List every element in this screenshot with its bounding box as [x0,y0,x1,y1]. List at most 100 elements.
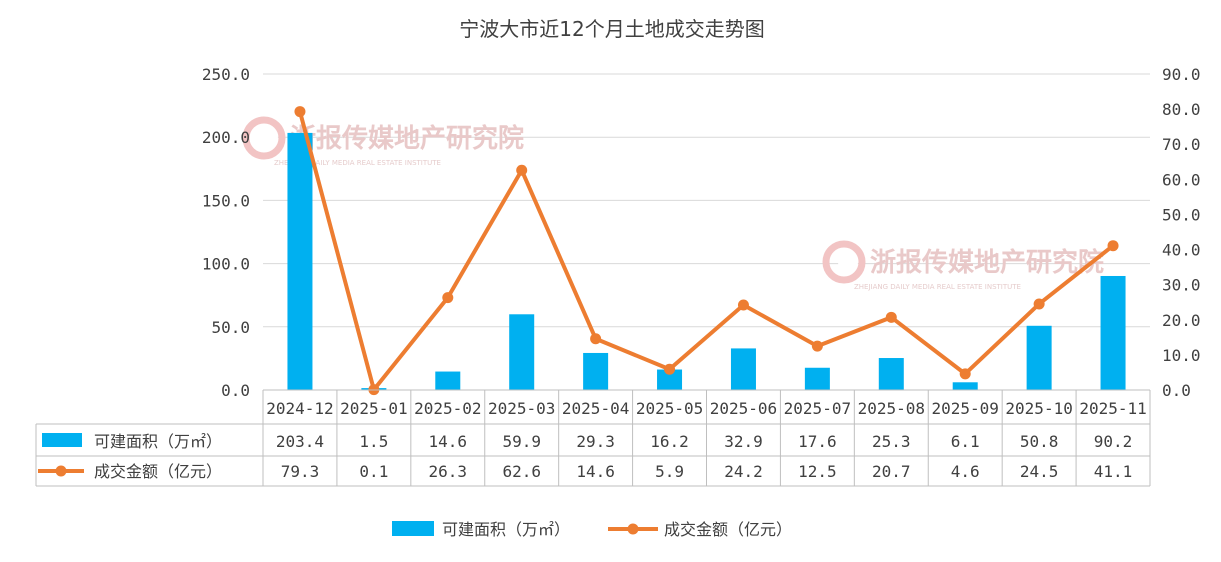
table-cell: 20.7 [872,462,911,481]
watermarks: 浙报传媒地产研究院 ZHEJIANG DAILY MEDIA REAL ESTAT… [242,116,1104,291]
bar [878,358,904,390]
table-row-label: 成交金额（亿元） [94,462,222,481]
line-marker [664,363,676,375]
table-cell: 26.3 [429,462,468,481]
bar [287,132,313,390]
category-label: 2025-07 [784,399,851,418]
watermark-ring-inner [838,252,858,272]
table-cell: 32.9 [724,432,763,451]
line-marker [1033,298,1045,310]
watermark-subtext: ZHEJIANG DAILY MEDIA REAL ESTATE INSTITU… [854,283,1021,291]
right-tick-label: 20.0 [1162,311,1201,330]
chart-title: 宁波大市近12个月土地成交走势图 [459,17,764,41]
category-label: 2024-12 [266,399,333,418]
bar [1026,325,1052,390]
right-tick-label: 10.0 [1162,346,1201,365]
watermark-text: 浙报传媒地产研究院 [290,123,524,154]
bar [730,348,756,390]
category-label: 2025-01 [340,399,407,418]
bar [435,371,461,390]
category-label: 2025-02 [414,399,481,418]
legend-key-marker [627,523,639,535]
line-marker [590,333,602,345]
line-marker [959,368,971,380]
right-tick-label: 40.0 [1162,241,1201,260]
left-tick-label: 150.0 [202,191,250,210]
table-cell: 5.9 [655,462,684,481]
left-tick-label: 200.0 [202,128,250,147]
table-cell: 90.2 [1094,432,1133,451]
table-cell: 79.3 [281,462,320,481]
table-cell: 1.5 [359,432,388,451]
left-tick-label: 50.0 [211,318,250,337]
table-cell: 0.1 [359,462,388,481]
legend-key-bar [392,521,434,536]
table-cell: 41.1 [1094,462,1133,481]
table-cell: 29.3 [576,432,615,451]
table-cell: 203.4 [276,432,324,451]
table-cell: 24.5 [1020,462,1059,481]
table-cell: 16.2 [650,432,689,451]
bar [952,382,978,390]
table-cell: 24.2 [724,462,763,481]
table-cell: 50.8 [1020,432,1059,451]
table-cell: 25.3 [872,432,911,451]
table-cell: 62.6 [502,462,541,481]
gridlines [263,73,1150,391]
right-tick-label: 50.0 [1162,205,1201,224]
data-table: 2024-12 2025-01 2025-02 2025-03 2025-04 2025-… [35,389,1151,487]
category-label: 2025-11 [1079,399,1146,418]
table-cell: 14.6 [429,432,468,451]
line-marker [811,340,823,352]
watermark-subtext: ZHEJIANG DAILY MEDIA REAL ESTATE INSTITU… [274,159,441,167]
table-row-label: 可建面积（万㎡） [94,432,222,451]
table-cell: 17.6 [798,432,837,451]
category-label: 2025-06 [710,399,777,418]
right-tick-label: 60.0 [1162,170,1201,189]
left-axis: 0.0 50.0 100.0 150.0 200.0 250.0 [202,65,250,400]
category-label: 2025-05 [636,399,703,418]
table-cell: 6.1 [951,432,980,451]
right-tick-label: 0.0 [1162,381,1191,400]
legend-label: 可建面积（万㎡） [442,520,570,539]
category-label: 2025-10 [1005,399,1072,418]
bar [509,314,535,390]
table-cell: 59.9 [502,432,541,451]
category-label: 2025-04 [562,399,629,418]
line-marker [737,299,749,311]
category-label: 2025-09 [931,399,998,418]
watermark-logo: 浙报传媒地产研究院 ZHEJIANG DAILY MEDIA REAL ESTAT… [242,116,524,167]
table-key-bar [42,433,82,447]
table-key-marker [55,465,67,477]
series-line [298,111,1115,392]
left-tick-label: 100.0 [202,255,250,274]
table-cell: 14.6 [576,462,615,481]
category-label: 2025-08 [858,399,925,418]
line-marker [1107,240,1119,252]
bar [657,369,683,390]
table-cell: 4.6 [951,462,980,481]
category-label: 2025-03 [488,399,555,418]
right-tick-label: 90.0 [1162,65,1201,84]
watermark-ring-inner [258,128,278,148]
watermark-ring [242,116,286,160]
legend-label: 成交金额（亿元） [664,520,792,539]
left-tick-label: 250.0 [202,65,250,84]
bar [583,352,609,390]
bar [1100,275,1126,390]
right-tick-label: 70.0 [1162,135,1201,154]
line-marker [885,311,897,323]
line-marker [442,292,454,304]
bar [804,367,830,390]
watermark-text: 浙报传媒地产研究院 [870,247,1104,278]
line-marker [516,164,528,176]
right-tick-label: 80.0 [1162,100,1201,119]
bar-series [287,132,1126,390]
right-tick-label: 30.0 [1162,276,1201,295]
line-marker [294,106,306,118]
right-axis: 0.0 10.0 20.0 30.0 40.0 50.0 60.0 70.0 80.0 90.0 [1162,65,1201,400]
watermark-logo: 浙报传媒地产研究院 ZHEJIANG DAILY MEDIA REAL ESTAT… [822,240,1104,291]
table-cell: 12.5 [798,462,837,481]
left-tick-label: 0.0 [221,381,250,400]
